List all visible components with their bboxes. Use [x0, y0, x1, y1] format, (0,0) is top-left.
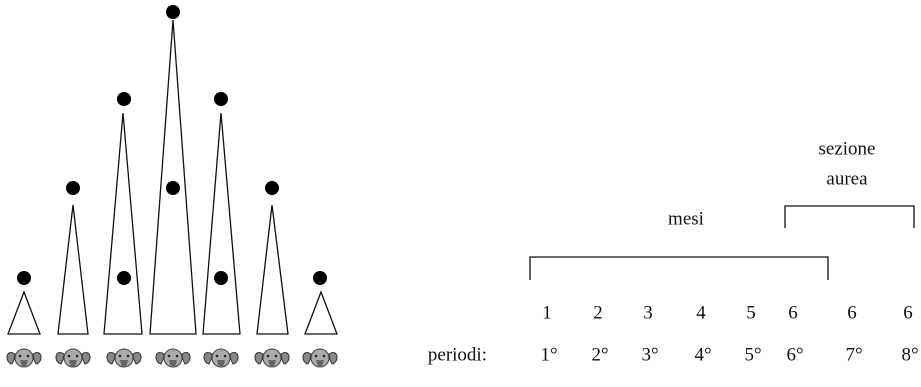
dot: [265, 181, 279, 195]
triangle: [58, 205, 88, 334]
triangle: [104, 113, 142, 334]
period-label: 4°: [694, 344, 711, 365]
rams: [7, 349, 337, 367]
dot: [214, 92, 228, 106]
dot: [166, 5, 180, 19]
period-label: 3°: [641, 344, 658, 365]
ram-icon: [303, 349, 337, 367]
golden-label: sezione: [819, 138, 876, 159]
months-bracket: [530, 257, 828, 280]
dot: [117, 271, 131, 285]
period-label: 7°: [845, 344, 862, 365]
period-label: 2°: [591, 344, 608, 365]
ram-icon: [7, 349, 41, 367]
month-count: 5: [746, 302, 756, 323]
dot: [66, 181, 80, 195]
rows: 1 2 3 4 5 6 6 6 1° 2° 3° 4° 5° 6° 7° 8°: [540, 302, 918, 365]
period-label: 1°: [540, 344, 557, 365]
dot: [214, 271, 228, 285]
golden-label: aurea: [826, 168, 868, 189]
month-count: 1: [542, 302, 552, 323]
diagram: sezione aurea mesi periodi: 1 2 3 4 5 6 6 6 1° 2°…: [0, 0, 921, 382]
golden-bracket: [785, 206, 914, 228]
ram-icon: [156, 349, 190, 367]
ram-icon: [255, 349, 289, 367]
month-count: 6: [847, 302, 857, 323]
ram-icon: [56, 349, 90, 367]
period-label: 8°: [901, 344, 918, 365]
dot: [17, 271, 31, 285]
ram-icon: [204, 349, 238, 367]
period-label: 6°: [786, 344, 803, 365]
dot: [313, 271, 327, 285]
ram-icon: [107, 349, 141, 367]
dot: [117, 92, 131, 106]
month-count: 3: [643, 302, 653, 323]
triangle: [8, 292, 40, 334]
triangles: [8, 20, 337, 334]
triangle: [150, 20, 196, 334]
months-label: mesi: [668, 208, 704, 229]
triangle: [203, 113, 240, 334]
dot: [166, 181, 180, 195]
month-count: 6: [788, 302, 798, 323]
month-count: 6: [903, 302, 913, 323]
month-count: 4: [696, 302, 706, 323]
triangle: [257, 205, 288, 334]
periods-label: periodi:: [428, 344, 487, 365]
period-label: 5°: [744, 344, 761, 365]
triangle: [305, 292, 337, 334]
month-count: 2: [593, 302, 603, 323]
